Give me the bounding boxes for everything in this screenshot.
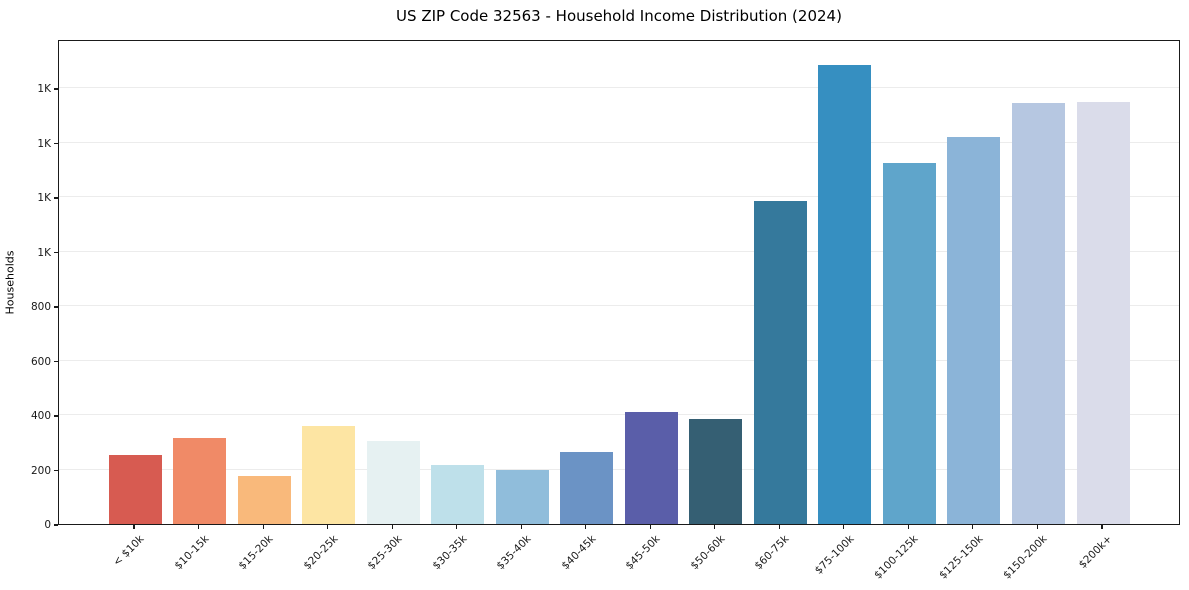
gridline (59, 359, 1179, 361)
x-tick-mark (714, 525, 716, 529)
x-tick-mark (972, 525, 974, 529)
bar-$15-20k (237, 476, 291, 524)
x-tick-label: $10-15k (171, 533, 212, 573)
x-tick-mark (456, 525, 458, 529)
bar-< $10k (108, 454, 162, 524)
bar-$30-35k (431, 465, 485, 524)
x-tick-label: $45-50k (623, 533, 663, 573)
x-tick-label: $20-25k (300, 533, 341, 573)
gridline (59, 87, 1179, 88)
bar-$40-45k (560, 452, 614, 524)
x-tick-label: < $10k (110, 533, 147, 569)
x-tick-label: $35-40k (494, 533, 534, 573)
gridline (59, 196, 1179, 197)
x-tick-mark (1036, 525, 1038, 529)
y-tick-mark (54, 88, 58, 90)
bar-$25-30k (366, 440, 420, 524)
x-tick-mark (520, 525, 522, 529)
y-tick-label: 600 (30, 355, 51, 368)
x-tick-label: $75-100k (812, 533, 857, 577)
x-tick-label: $100-125k (872, 533, 921, 582)
y-tick-label: 0 (44, 519, 51, 531)
bar-$200k+ (1076, 101, 1130, 524)
x-tick-mark (649, 525, 651, 529)
x-tick-mark (1101, 525, 1103, 529)
bar-$50-60k (689, 419, 743, 524)
x-tick-label: $30-35k (430, 533, 470, 573)
chart-title: US ZIP Code 32563 - Household Income Dis… (396, 7, 842, 25)
y-tick-mark (54, 415, 58, 417)
gridline (59, 141, 1179, 143)
bar-$100-125k (882, 163, 936, 524)
y-tick-label: 200 (30, 464, 51, 477)
x-tick-label: $15-20k (236, 533, 276, 573)
x-tick-mark (907, 525, 909, 529)
x-tick-mark (391, 525, 393, 529)
y-tick-label: 1K (37, 246, 51, 259)
plot-area (58, 40, 1180, 525)
gridline (59, 305, 1179, 306)
x-tick-label: $125-150k (936, 533, 986, 582)
bar-$75-100k (818, 64, 872, 524)
x-tick-mark (843, 525, 845, 529)
gridline (59, 414, 1179, 415)
x-tick-mark (327, 525, 329, 529)
y-tick-mark (54, 197, 58, 199)
y-tick-label: 1K (37, 192, 51, 204)
y-tick-label: 1K (37, 83, 51, 95)
bar-$60-75k (753, 201, 807, 524)
gridline (59, 250, 1179, 252)
gridline (59, 468, 1179, 470)
x-tick-mark (585, 525, 587, 529)
x-tick-mark (133, 525, 135, 529)
bar-$45-50k (624, 412, 678, 524)
x-tick-label: $50-60k (688, 533, 728, 573)
x-tick-label: $150-200k (1001, 533, 1050, 582)
y-tick-mark (54, 142, 58, 145)
y-tick-mark (54, 469, 58, 472)
x-tick-label: $40-45k (559, 533, 599, 573)
x-tick-mark (262, 525, 264, 529)
y-tick-mark (54, 306, 58, 308)
bar-$35-40k (495, 469, 549, 524)
x-tick-label: $200k+ (1076, 533, 1115, 571)
y-tick-mark (54, 524, 58, 526)
y-tick-label: 1K (37, 137, 51, 150)
y-tick-label: 400 (30, 410, 51, 422)
x-tick-label: $60-75k (752, 533, 792, 573)
y-tick-mark (54, 251, 58, 254)
bar-$10-15k (173, 438, 226, 524)
x-tick-label: $25-30k (365, 533, 405, 573)
bar-$150-200k (1011, 103, 1065, 524)
x-tick-mark (197, 525, 200, 529)
y-tick-label: 800 (30, 301, 51, 313)
x-tick-mark (778, 525, 780, 529)
bar-$20-25k (302, 425, 356, 524)
y-tick-mark (54, 360, 58, 363)
bar-$125-150k (947, 137, 1001, 524)
